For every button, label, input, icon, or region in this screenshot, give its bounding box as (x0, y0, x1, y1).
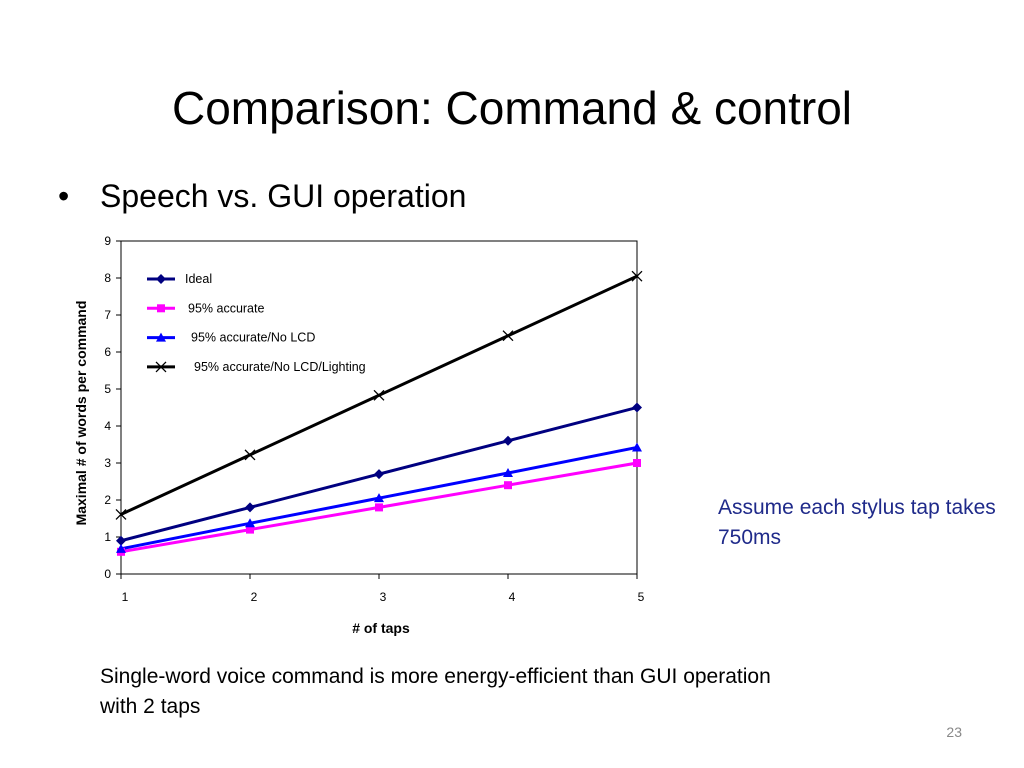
y-tick-label: 1 (104, 530, 111, 544)
legend-label: Ideal (185, 272, 212, 286)
bullet-dot: • (58, 178, 70, 214)
data-point (374, 493, 384, 503)
x-axis-title: # of taps (352, 620, 410, 636)
conclusion-note: Single-word voice command is more energy… (100, 665, 771, 718)
legend-label: 95% accurate/No LCD/Lighting (194, 360, 366, 374)
legend-marker (156, 274, 166, 284)
data-point (503, 467, 513, 477)
y-tick-label: 2 (104, 493, 111, 507)
x-tick-label: 3 (380, 590, 387, 604)
legend-marker (157, 304, 165, 313)
data-point (374, 469, 384, 480)
data-point (631, 270, 643, 282)
y-tick-label: 4 (104, 419, 111, 433)
data-point (115, 508, 127, 520)
data-point (245, 502, 255, 513)
page-number: 23 (946, 724, 962, 740)
data-point (504, 481, 512, 490)
plot-area (120, 240, 638, 575)
y-tick-label: 9 (104, 234, 111, 248)
data-point (375, 503, 383, 512)
data-point (373, 389, 385, 401)
y-tick-label: 0 (104, 567, 111, 581)
data-point (633, 459, 641, 467)
x-tick-label: 2 (251, 590, 258, 604)
legend-label: 95% accurate (188, 301, 264, 315)
data-point (502, 330, 514, 342)
data-point (632, 442, 642, 452)
data-point (632, 402, 642, 413)
y-tick-label: 8 (104, 271, 111, 285)
y-tick-label: 3 (104, 456, 111, 470)
x-tick-label: 1 (122, 590, 129, 604)
side-note: Assume each stylus tap takes 750ms (718, 496, 996, 549)
data-point (245, 518, 255, 528)
slide-title: Comparison: Command & control (171, 82, 853, 134)
data-point (116, 535, 126, 546)
y-tick-label: 5 (104, 382, 111, 396)
y-tick-label: 7 (104, 308, 111, 322)
bullet-item: • Speech vs. GUI operation (58, 176, 466, 216)
x-tick-label: 5 (638, 590, 645, 604)
data-point (503, 435, 513, 446)
bullet-text: Speech vs. GUI operation (100, 178, 467, 214)
data-point (246, 525, 254, 534)
legend-marker (155, 361, 167, 373)
x-tick-label: 4 (509, 590, 516, 604)
legend-label: 95% accurate/No LCD (191, 331, 315, 345)
legend-marker (156, 332, 166, 342)
data-point (244, 449, 256, 461)
y-axis-title: Maximal # of words per command (73, 301, 89, 526)
y-tick-label: 6 (104, 345, 111, 359)
data-point (116, 543, 126, 553)
